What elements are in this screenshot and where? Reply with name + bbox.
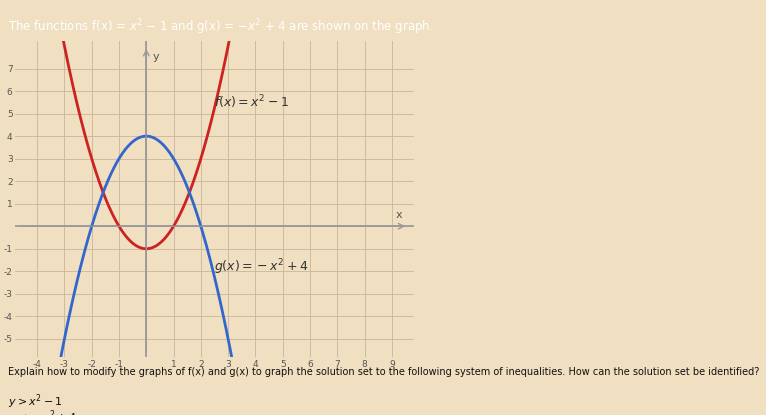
Text: y: y [152,51,159,62]
Text: $y \leq -x^2 + 4$: $y \leq -x^2 + 4$ [8,409,77,415]
Text: Explain how to modify the graphs of f(x) and g(x) to graph the solution set to t: Explain how to modify the graphs of f(x)… [8,367,759,377]
Text: x: x [396,210,403,220]
Text: $f(x) = x^2 - 1$: $f(x) = x^2 - 1$ [214,93,290,110]
Text: The functions f(x) = $x^2$ $-$ 1 and g(x) = $-x^2$ + 4 are shown on the graph.: The functions f(x) = $x^2$ $-$ 1 and g(x… [8,17,434,37]
Text: $g(x) = -x^2 + 4$: $g(x) = -x^2 + 4$ [214,257,309,277]
Text: $y > x^2 - 1$: $y > x^2 - 1$ [8,392,62,411]
